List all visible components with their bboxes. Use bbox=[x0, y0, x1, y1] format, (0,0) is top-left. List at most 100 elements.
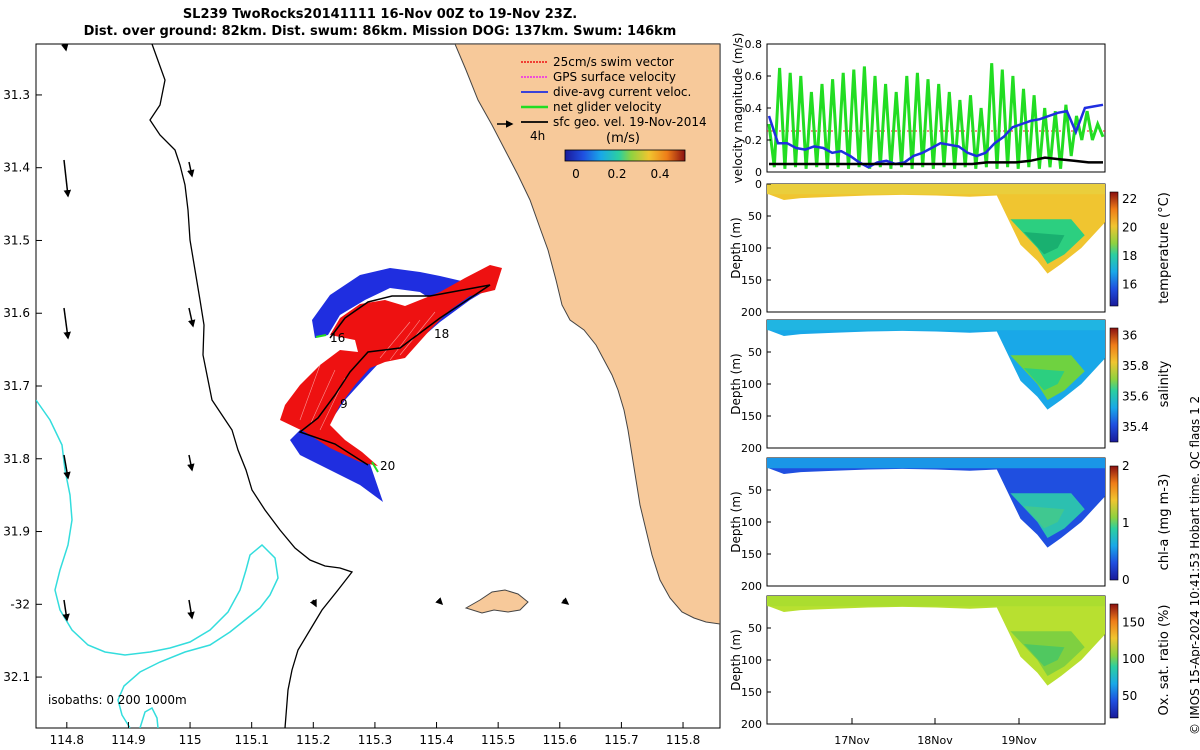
colorbar-label: temperature (°C) bbox=[1157, 192, 1172, 304]
map-y-axis: 31.3 31.4 31.5 31.6 31.7 31.8 31.9 -32 32.1 bbox=[3, 88, 42, 684]
velocity-ylabel: velocity magnitude (m/s) bbox=[731, 33, 745, 184]
depth-tick-label: 100 bbox=[741, 242, 762, 255]
x-tick-label: 114.9 bbox=[111, 733, 145, 747]
title-line-1: SL239 TwoRocks20141111 16-Nov 00Z to 19-… bbox=[182, 7, 578, 22]
map-x-axis: 114.8 114.9 115 115.1 115.2 115.3 115.4 115.5 11… bbox=[50, 722, 700, 747]
depth-tick-label: 50 bbox=[748, 622, 762, 635]
legend-item: dive-avg current veloc. bbox=[553, 85, 691, 99]
geo-arrow bbox=[62, 599, 70, 622]
colorbar-tick: 20 bbox=[1122, 221, 1137, 235]
vel-tick-label: 0 bbox=[755, 166, 762, 179]
y-tick-label: 32.1 bbox=[3, 670, 30, 684]
title-line-2: Dist. over ground: 82km. Dist. swum: 86k… bbox=[83, 24, 677, 39]
colorbar-tick: 36 bbox=[1122, 329, 1137, 343]
map-legend: 25cm/s swim vector GPS surface velocity … bbox=[521, 55, 707, 181]
depth-tick-label: 50 bbox=[748, 346, 762, 359]
y-tick-label: 31.9 bbox=[3, 525, 30, 539]
y-tick-label: 31.8 bbox=[3, 452, 30, 466]
legend-item: sfc geo. vel. 19-Nov-2014 bbox=[553, 115, 707, 129]
x-tick-label: 115.6 bbox=[543, 733, 577, 747]
track-label: 20 bbox=[380, 459, 395, 473]
section-colorbar bbox=[1109, 327, 1119, 443]
colorbar-tick: 2 bbox=[1122, 459, 1130, 473]
vel-tick-label: 0.4 bbox=[745, 102, 763, 115]
velocity-series bbox=[767, 63, 1105, 169]
depth-tick-label: 0 bbox=[755, 178, 762, 191]
section-colorbar bbox=[1109, 603, 1119, 719]
colorbar-tick: 22 bbox=[1122, 192, 1137, 206]
colorbar-label: Ox. sat. ratio (%) bbox=[1157, 605, 1172, 716]
section-surface-layer bbox=[767, 320, 1105, 331]
y-tick-label: -32 bbox=[10, 597, 30, 611]
footer-credit: © IMOS 15-Apr-2024 10:41:53 Hobart time.… bbox=[1188, 396, 1200, 735]
isobath-1000m-lower bbox=[139, 706, 159, 728]
vel-tick-label: 0.2 bbox=[745, 134, 763, 147]
depth-tick-label: 150 bbox=[741, 548, 762, 561]
swim-vector-band bbox=[280, 265, 502, 466]
depth-tick-label: 200 bbox=[741, 580, 762, 593]
island bbox=[464, 589, 529, 614]
isobaths-label: isobaths: 0 200 1000m bbox=[48, 693, 187, 707]
velocity-y-axis: 0 0.2 0.4 0.6 0.8 bbox=[745, 38, 771, 179]
depth-tick-label: 150 bbox=[741, 410, 762, 423]
x-tick-label: 115.2 bbox=[296, 733, 330, 747]
legend-item: GPS surface velocity bbox=[553, 70, 676, 84]
section-colorbar bbox=[1109, 191, 1119, 307]
colorbar-tick: 0.4 bbox=[650, 167, 669, 181]
x-tick-label: 115.7 bbox=[604, 733, 638, 747]
net-glider-track-line bbox=[298, 284, 491, 466]
legend-extra: 4h bbox=[530, 129, 545, 143]
depth-tick-label: 50 bbox=[748, 210, 762, 223]
x-tick-label: 115.8 bbox=[666, 733, 700, 747]
legend-item: net glider velocity bbox=[553, 100, 661, 114]
colorbar-tick: 18 bbox=[1122, 249, 1137, 263]
section-colorbar bbox=[1109, 465, 1119, 581]
geo-arrow bbox=[187, 161, 195, 178]
x-tick-label: 114.8 bbox=[50, 733, 84, 747]
depth-tick-label: 200 bbox=[741, 306, 762, 319]
depth-tick-label: 50 bbox=[748, 484, 762, 497]
geo-arrow bbox=[63, 307, 71, 340]
section-panel: 50 100 150 200 Depth (m) 0 1 2 chl-a (mg m-3) bbox=[729, 457, 1172, 593]
geo-arrow bbox=[309, 598, 317, 608]
depth-ylabel: Depth (m) bbox=[729, 629, 743, 690]
velocity-panel: 0 0.2 0.4 0.6 0.8 velocity magnitude (m/s) bbox=[731, 33, 1106, 184]
colorbar-tick: 35.4 bbox=[1122, 420, 1149, 434]
colorbar-tick: 0 bbox=[1122, 573, 1130, 587]
section-data-region bbox=[767, 320, 1105, 410]
vel-tick-label: 0.6 bbox=[745, 70, 763, 83]
velocity-colorbar bbox=[564, 149, 686, 162]
isobath-200m bbox=[149, 44, 354, 728]
geo-arrow bbox=[188, 307, 196, 328]
depth-ylabel: Depth (m) bbox=[729, 353, 743, 414]
colorbar-label: salinity bbox=[1157, 360, 1172, 407]
section-surface-layer bbox=[767, 596, 1105, 607]
geo-arrow bbox=[560, 597, 570, 605]
section-panel: 50 100 150 200 Depth (m) 35.4 35.6 35.8 36 salini… bbox=[729, 319, 1172, 455]
x-tick-label: 115.5 bbox=[481, 733, 515, 747]
depth-ylabel: Depth (m) bbox=[729, 491, 743, 552]
land-mass bbox=[454, 44, 720, 625]
geo-arrow bbox=[187, 599, 195, 620]
colorbar-tick: 16 bbox=[1122, 278, 1137, 292]
time-x-axis: 17Nov 18Nov 19Nov bbox=[834, 718, 1037, 747]
section-data-region bbox=[767, 184, 1105, 274]
y-tick-label: 31.4 bbox=[3, 161, 30, 175]
section-data-region bbox=[767, 596, 1105, 686]
depth-tick-label: 100 bbox=[741, 378, 762, 391]
section-surface-layer bbox=[767, 458, 1105, 469]
time-tick-label: 18Nov bbox=[917, 734, 953, 747]
geo-arrow bbox=[63, 159, 72, 198]
track-label: 16 bbox=[330, 331, 345, 345]
section-data-region bbox=[767, 458, 1105, 548]
colorbar-tick: 35.6 bbox=[1122, 389, 1149, 403]
depth-tick-label: 200 bbox=[741, 442, 762, 455]
y-tick-label: 31.5 bbox=[3, 233, 30, 247]
colorbar-label: chl-a (mg m-3) bbox=[1157, 474, 1172, 571]
sfc-geo-arrows bbox=[61, 44, 570, 622]
colorbar-tick: 100 bbox=[1122, 652, 1145, 666]
geo-arrow bbox=[63, 454, 71, 480]
x-tick-label: 115.4 bbox=[419, 733, 453, 747]
